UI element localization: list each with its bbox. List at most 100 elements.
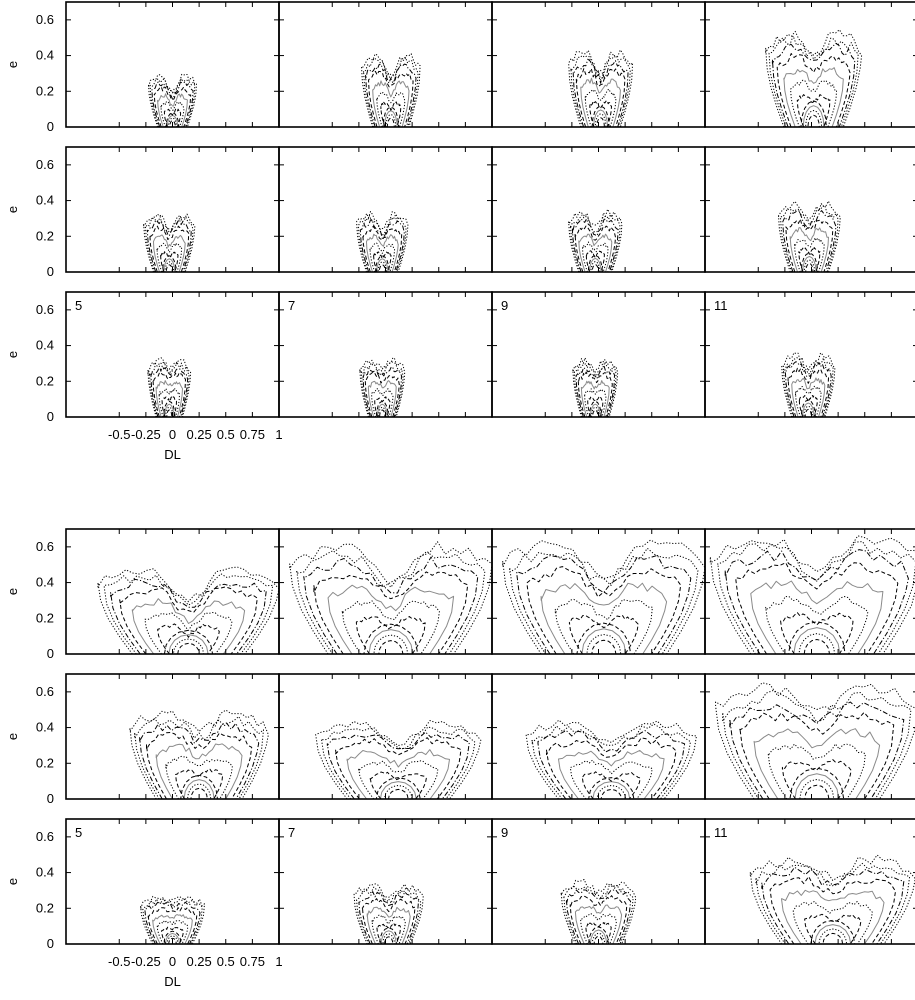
contour-line: [568, 614, 639, 655]
contour-line: [735, 562, 899, 655]
contour-line: [129, 709, 269, 800]
contour-line: [781, 889, 885, 945]
contour-line: [289, 541, 493, 655]
contour-line: [784, 361, 832, 418]
contour-line: [163, 108, 182, 128]
contour-line: [717, 541, 915, 655]
contour-line: [560, 879, 637, 945]
contour-line: [144, 612, 233, 655]
contour-line: [509, 547, 699, 655]
contour-line: [359, 219, 405, 273]
panel-frame: [65, 146, 280, 273]
contour-line: [362, 225, 403, 273]
contour-line: [353, 883, 424, 945]
contour-line: [715, 682, 915, 800]
x-tick-label: 0.25: [186, 954, 211, 969]
y-tick-label: 0.4: [36, 48, 54, 63]
contour-line: [156, 242, 183, 273]
contour-line: [554, 598, 653, 655]
y-tick-label: 0.6: [36, 157, 54, 172]
y-tick-label: 0: [47, 264, 54, 279]
contour-line: [356, 211, 409, 273]
contour-line: [765, 595, 869, 655]
y-tick-label: 0.6: [36, 684, 54, 699]
contour-line: [765, 29, 863, 128]
x-tick-label: 0.5: [217, 427, 235, 442]
panel-frame: [491, 1, 706, 128]
x-tick-label: 0: [169, 954, 176, 969]
contour-line: [796, 94, 831, 128]
y-axis-label: e: [5, 733, 20, 740]
contour-line: [739, 711, 895, 800]
contour-line: [577, 371, 613, 418]
x-tick-label: 0.5: [217, 954, 235, 969]
contour-line: [580, 913, 617, 945]
y-tick-label: 0.4: [36, 720, 54, 735]
contour-line: [161, 926, 184, 945]
contour-line: [140, 895, 205, 945]
contour-line: [346, 749, 450, 800]
contour-line: [580, 77, 621, 128]
panel-frame: [704, 528, 915, 655]
x-tick-label: 0.75: [240, 954, 265, 969]
contour-line: [578, 233, 613, 273]
contour-line: [151, 81, 194, 128]
x-tick-label: 1: [275, 427, 282, 442]
x-tick-label: -0.5: [108, 954, 130, 969]
contour-line: [585, 250, 605, 273]
y-tick-label: 0.2: [36, 83, 54, 98]
contour-line: [315, 720, 482, 800]
contour-line: [313, 571, 469, 655]
contour-line: [572, 58, 629, 128]
contour-line: [724, 549, 909, 655]
contour-line: [366, 906, 411, 945]
contour-line: [571, 218, 619, 273]
y-tick-label: 0.2: [36, 228, 54, 243]
y-axis-label: e: [5, 61, 20, 68]
panel-label: 5: [75, 825, 82, 840]
contour-line: [374, 396, 391, 418]
x-tick-label: 0: [169, 427, 176, 442]
contour-line: [103, 573, 274, 655]
contour-line: [296, 550, 486, 655]
y-tick-label: 0: [47, 119, 54, 134]
contour-line: [783, 357, 834, 418]
contour-line: [769, 876, 896, 945]
contour-line: [376, 923, 401, 945]
contour-line: [526, 566, 682, 655]
y-axis-label: e: [5, 351, 20, 358]
contour-line: [355, 616, 426, 655]
contour-line: [365, 63, 417, 128]
y-tick-label: 0.2: [36, 610, 54, 625]
y-tick-label: 0.4: [36, 193, 54, 208]
contour-line: [321, 726, 476, 800]
panel-label: 9: [501, 298, 508, 313]
contour-line: [144, 901, 201, 945]
contour-line: [367, 380, 397, 418]
x-tick-label: -0.25: [131, 427, 161, 442]
contour-line: [753, 728, 881, 800]
contour-line: [787, 367, 829, 418]
panel-frame: [704, 673, 915, 800]
panel-frame: [65, 291, 280, 418]
contour-line: [143, 213, 196, 273]
contour-line: [153, 86, 192, 128]
contour-line: [531, 723, 691, 800]
contour-line: [149, 78, 196, 128]
contour-line: [160, 101, 185, 128]
contour-line: [795, 385, 822, 418]
y-tick-label: 0.4: [36, 338, 54, 353]
y-tick-label: 0: [47, 791, 54, 806]
contour-line: [110, 578, 267, 655]
contour-line: [368, 70, 414, 128]
contour-line: [155, 743, 243, 800]
contour-line: [131, 598, 246, 655]
x-tick-label: 0.25: [186, 427, 211, 442]
contour-line: [755, 862, 911, 945]
contour-line: [372, 80, 410, 128]
contour-line: [575, 68, 626, 128]
contour-line: [783, 67, 844, 128]
contour-line: [785, 218, 834, 273]
y-tick-label: 0: [47, 409, 54, 424]
